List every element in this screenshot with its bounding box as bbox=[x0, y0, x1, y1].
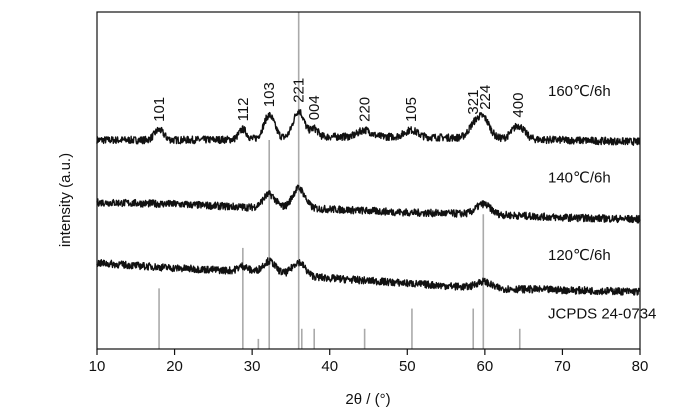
peak-label-224: 224 bbox=[477, 85, 494, 110]
plot-frame bbox=[96, 11, 641, 350]
peak-label-103: 103 bbox=[261, 82, 278, 107]
series-lines bbox=[96, 109, 641, 296]
x-tick-label-60: 60 bbox=[477, 358, 494, 375]
x-tick-label-70: 70 bbox=[554, 358, 571, 375]
x-tick-label-20: 20 bbox=[166, 358, 183, 375]
annotation-2: 120℃/6h bbox=[548, 247, 611, 264]
series-line-0 bbox=[96, 109, 641, 146]
peak-label-400: 400 bbox=[510, 93, 527, 118]
annotation-0: 160℃/6h bbox=[548, 83, 611, 100]
series-annotations: 160℃/6h 140℃/6h 120℃/6h JCPDS 24-0734 bbox=[548, 83, 656, 323]
annotation-1: 140℃/6h bbox=[548, 169, 611, 186]
series-line-1 bbox=[96, 184, 641, 224]
y-axis-title: intensity (a.u.) bbox=[57, 153, 74, 247]
peak-label-004: 004 bbox=[306, 95, 323, 120]
series-line-2 bbox=[96, 257, 641, 296]
peak-label-112: 112 bbox=[235, 97, 252, 121]
peak-label-221: 221 bbox=[291, 78, 308, 103]
peak-label-105: 105 bbox=[403, 97, 420, 122]
axes: 10 20 30 40 50 60 70 80 bbox=[89, 11, 649, 375]
x-tick-label-10: 10 bbox=[89, 358, 106, 375]
x-tick-label-40: 40 bbox=[321, 358, 338, 375]
x-tick-label-30: 30 bbox=[244, 358, 261, 375]
peak-label-101: 101 bbox=[151, 97, 168, 122]
peak-label-220: 220 bbox=[357, 97, 374, 122]
x-tick-label-80: 80 bbox=[632, 358, 649, 375]
annotation-3: JCPDS 24-0734 bbox=[548, 306, 656, 323]
x-tick-label-50: 50 bbox=[399, 358, 416, 375]
reference-lines bbox=[158, 12, 521, 349]
x-axis-title: 2θ / (°) bbox=[345, 391, 390, 408]
peak-label-321: 321 bbox=[465, 90, 482, 115]
